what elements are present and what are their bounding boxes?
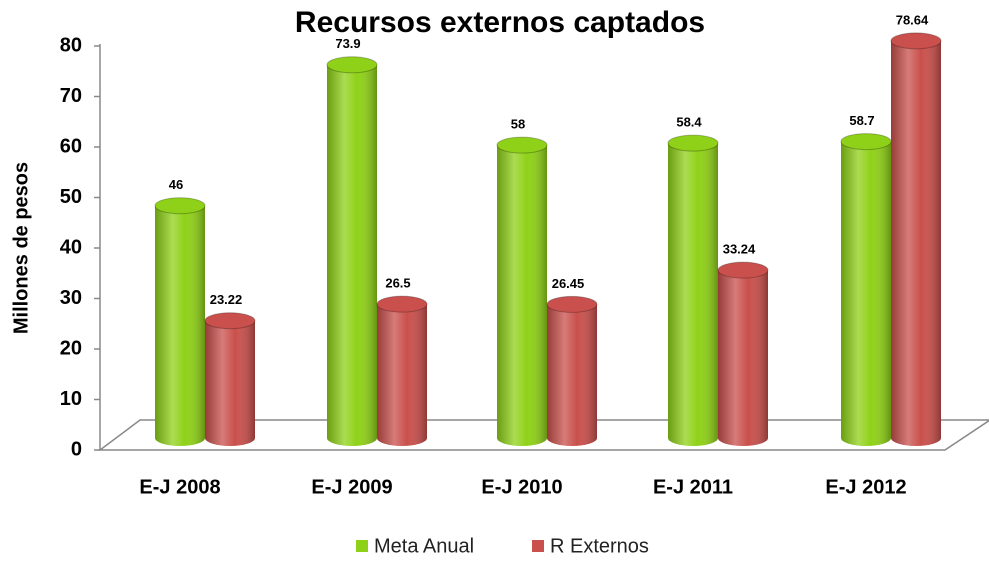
data-label: 46: [169, 177, 183, 192]
bar-top: [840, 133, 892, 151]
bar-shade: [841, 141, 891, 446]
bar: [546, 295, 598, 446]
bar: [496, 136, 548, 446]
data-label: 26.45: [552, 276, 585, 291]
bar-shade: [718, 270, 768, 446]
bar-shade: [497, 145, 547, 446]
bar-top: [890, 32, 942, 50]
floor: [97, 419, 989, 451]
bar-top: [496, 136, 548, 154]
bar-top: [546, 295, 598, 313]
data-label: 78.64: [896, 12, 929, 27]
bar: [376, 295, 428, 446]
chart-title: Recursos externos captados: [295, 6, 705, 39]
bar-top: [717, 261, 769, 279]
legend-label: R Externos: [550, 535, 649, 557]
bar: [840, 133, 892, 446]
y-tick-label: 60: [60, 135, 82, 157]
bar-top: [154, 197, 206, 215]
x-tick-label: E-J 2010: [481, 476, 562, 498]
legend-label: Meta Anual: [374, 535, 474, 557]
bar: [717, 261, 769, 446]
bar-shade: [891, 40, 941, 446]
y-tick-label: 10: [60, 388, 82, 410]
bar-shade: [377, 304, 427, 446]
bar: [667, 134, 719, 446]
data-label: 58: [511, 117, 525, 132]
y-tick-label: 40: [60, 236, 82, 258]
data-label: 73.9: [335, 36, 360, 51]
legend-swatch: [356, 540, 368, 552]
data-label: 26.5: [385, 276, 410, 291]
bar: [326, 56, 378, 447]
y-tick-label: 20: [60, 337, 82, 359]
data-label: 58.7: [849, 113, 874, 128]
data-label: 33.24: [723, 242, 756, 257]
bar: [154, 197, 206, 446]
bar-shade: [327, 64, 377, 447]
y-tick-label: 50: [60, 186, 82, 208]
bar-shade: [205, 320, 255, 446]
x-tick-label: E-J 2011: [653, 476, 733, 498]
x-tick-label: E-J 2012: [825, 476, 906, 498]
bar: [204, 312, 256, 446]
bar-top: [667, 134, 719, 152]
y-tick-label: 80: [60, 34, 82, 56]
bar-shade: [547, 304, 597, 446]
y-tick-label: 30: [60, 287, 82, 309]
y-axis-title: Millones de pesos: [10, 162, 32, 334]
bar-top: [376, 295, 428, 313]
data-label: 58.4: [676, 115, 702, 130]
y-tick-label: 70: [60, 85, 82, 107]
bar-shade: [668, 143, 718, 446]
x-tick-label: E-J 2008: [139, 476, 220, 498]
bar-shade: [155, 205, 205, 446]
data-label: 23.22: [210, 292, 243, 307]
bar-top: [326, 56, 378, 74]
bar-top: [204, 312, 256, 330]
bar: [890, 32, 942, 446]
legend-swatch: [532, 540, 544, 552]
x-tick-label: E-J 2009: [311, 476, 392, 498]
y-tick-label: 0: [71, 438, 82, 460]
